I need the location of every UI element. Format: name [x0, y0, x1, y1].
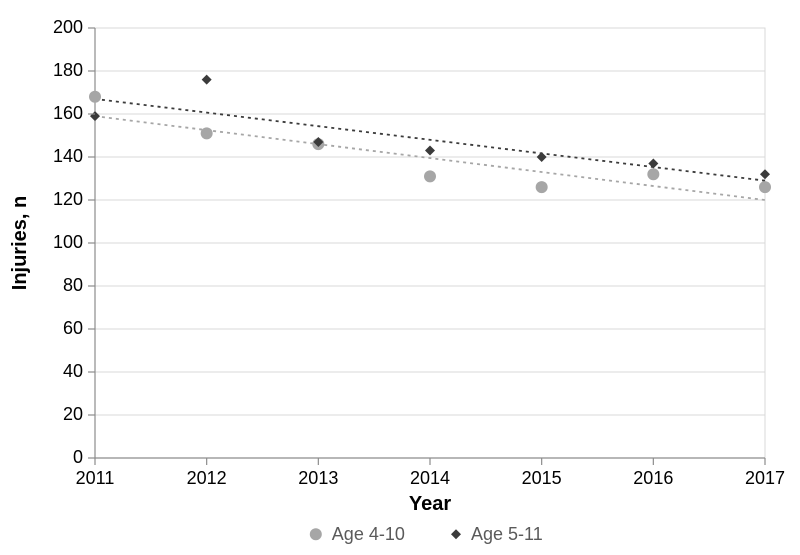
chart-background [0, 0, 800, 555]
y-tick-label: 80 [63, 275, 83, 295]
legend-marker-0 [310, 528, 322, 540]
y-tick-label: 200 [53, 17, 83, 37]
y-tick-label: 140 [53, 146, 83, 166]
legend-label-0: Age 4-10 [332, 524, 405, 544]
x-tick-label: 2016 [633, 468, 673, 488]
y-tick-label: 60 [63, 318, 83, 338]
marker-series-0 [89, 91, 101, 103]
y-tick-label: 100 [53, 232, 83, 252]
x-tick-label: 2012 [187, 468, 227, 488]
y-tick-label: 180 [53, 60, 83, 80]
x-axis-title: Year [409, 493, 451, 515]
marker-series-0 [536, 181, 548, 193]
x-tick-label: 2017 [745, 468, 785, 488]
y-tick-label: 160 [53, 103, 83, 123]
y-tick-label: 20 [63, 404, 83, 424]
y-tick-label: 0 [73, 447, 83, 467]
marker-series-0 [759, 181, 771, 193]
chart-container: 0 20 40 60 80 100 120 140 160 180 200 2011 2012 2013 2… [0, 0, 800, 555]
y-tick-label: 40 [63, 361, 83, 381]
x-tick-label: 2011 [76, 468, 115, 488]
marker-series-0 [647, 168, 659, 180]
x-tick-label: 2014 [410, 468, 450, 488]
marker-series-0 [424, 170, 436, 182]
x-tick-label: 2013 [298, 468, 338, 488]
legend-label-1: Age 5-11 [471, 524, 543, 544]
marker-series-0 [201, 127, 213, 139]
chart-svg: 0 20 40 60 80 100 120 140 160 180 200 2011 2012 2013 2… [0, 0, 800, 555]
x-tick-label: 2015 [522, 468, 562, 488]
y-tick-label: 120 [53, 189, 83, 209]
y-axis-title: Injuries, n [9, 196, 31, 290]
